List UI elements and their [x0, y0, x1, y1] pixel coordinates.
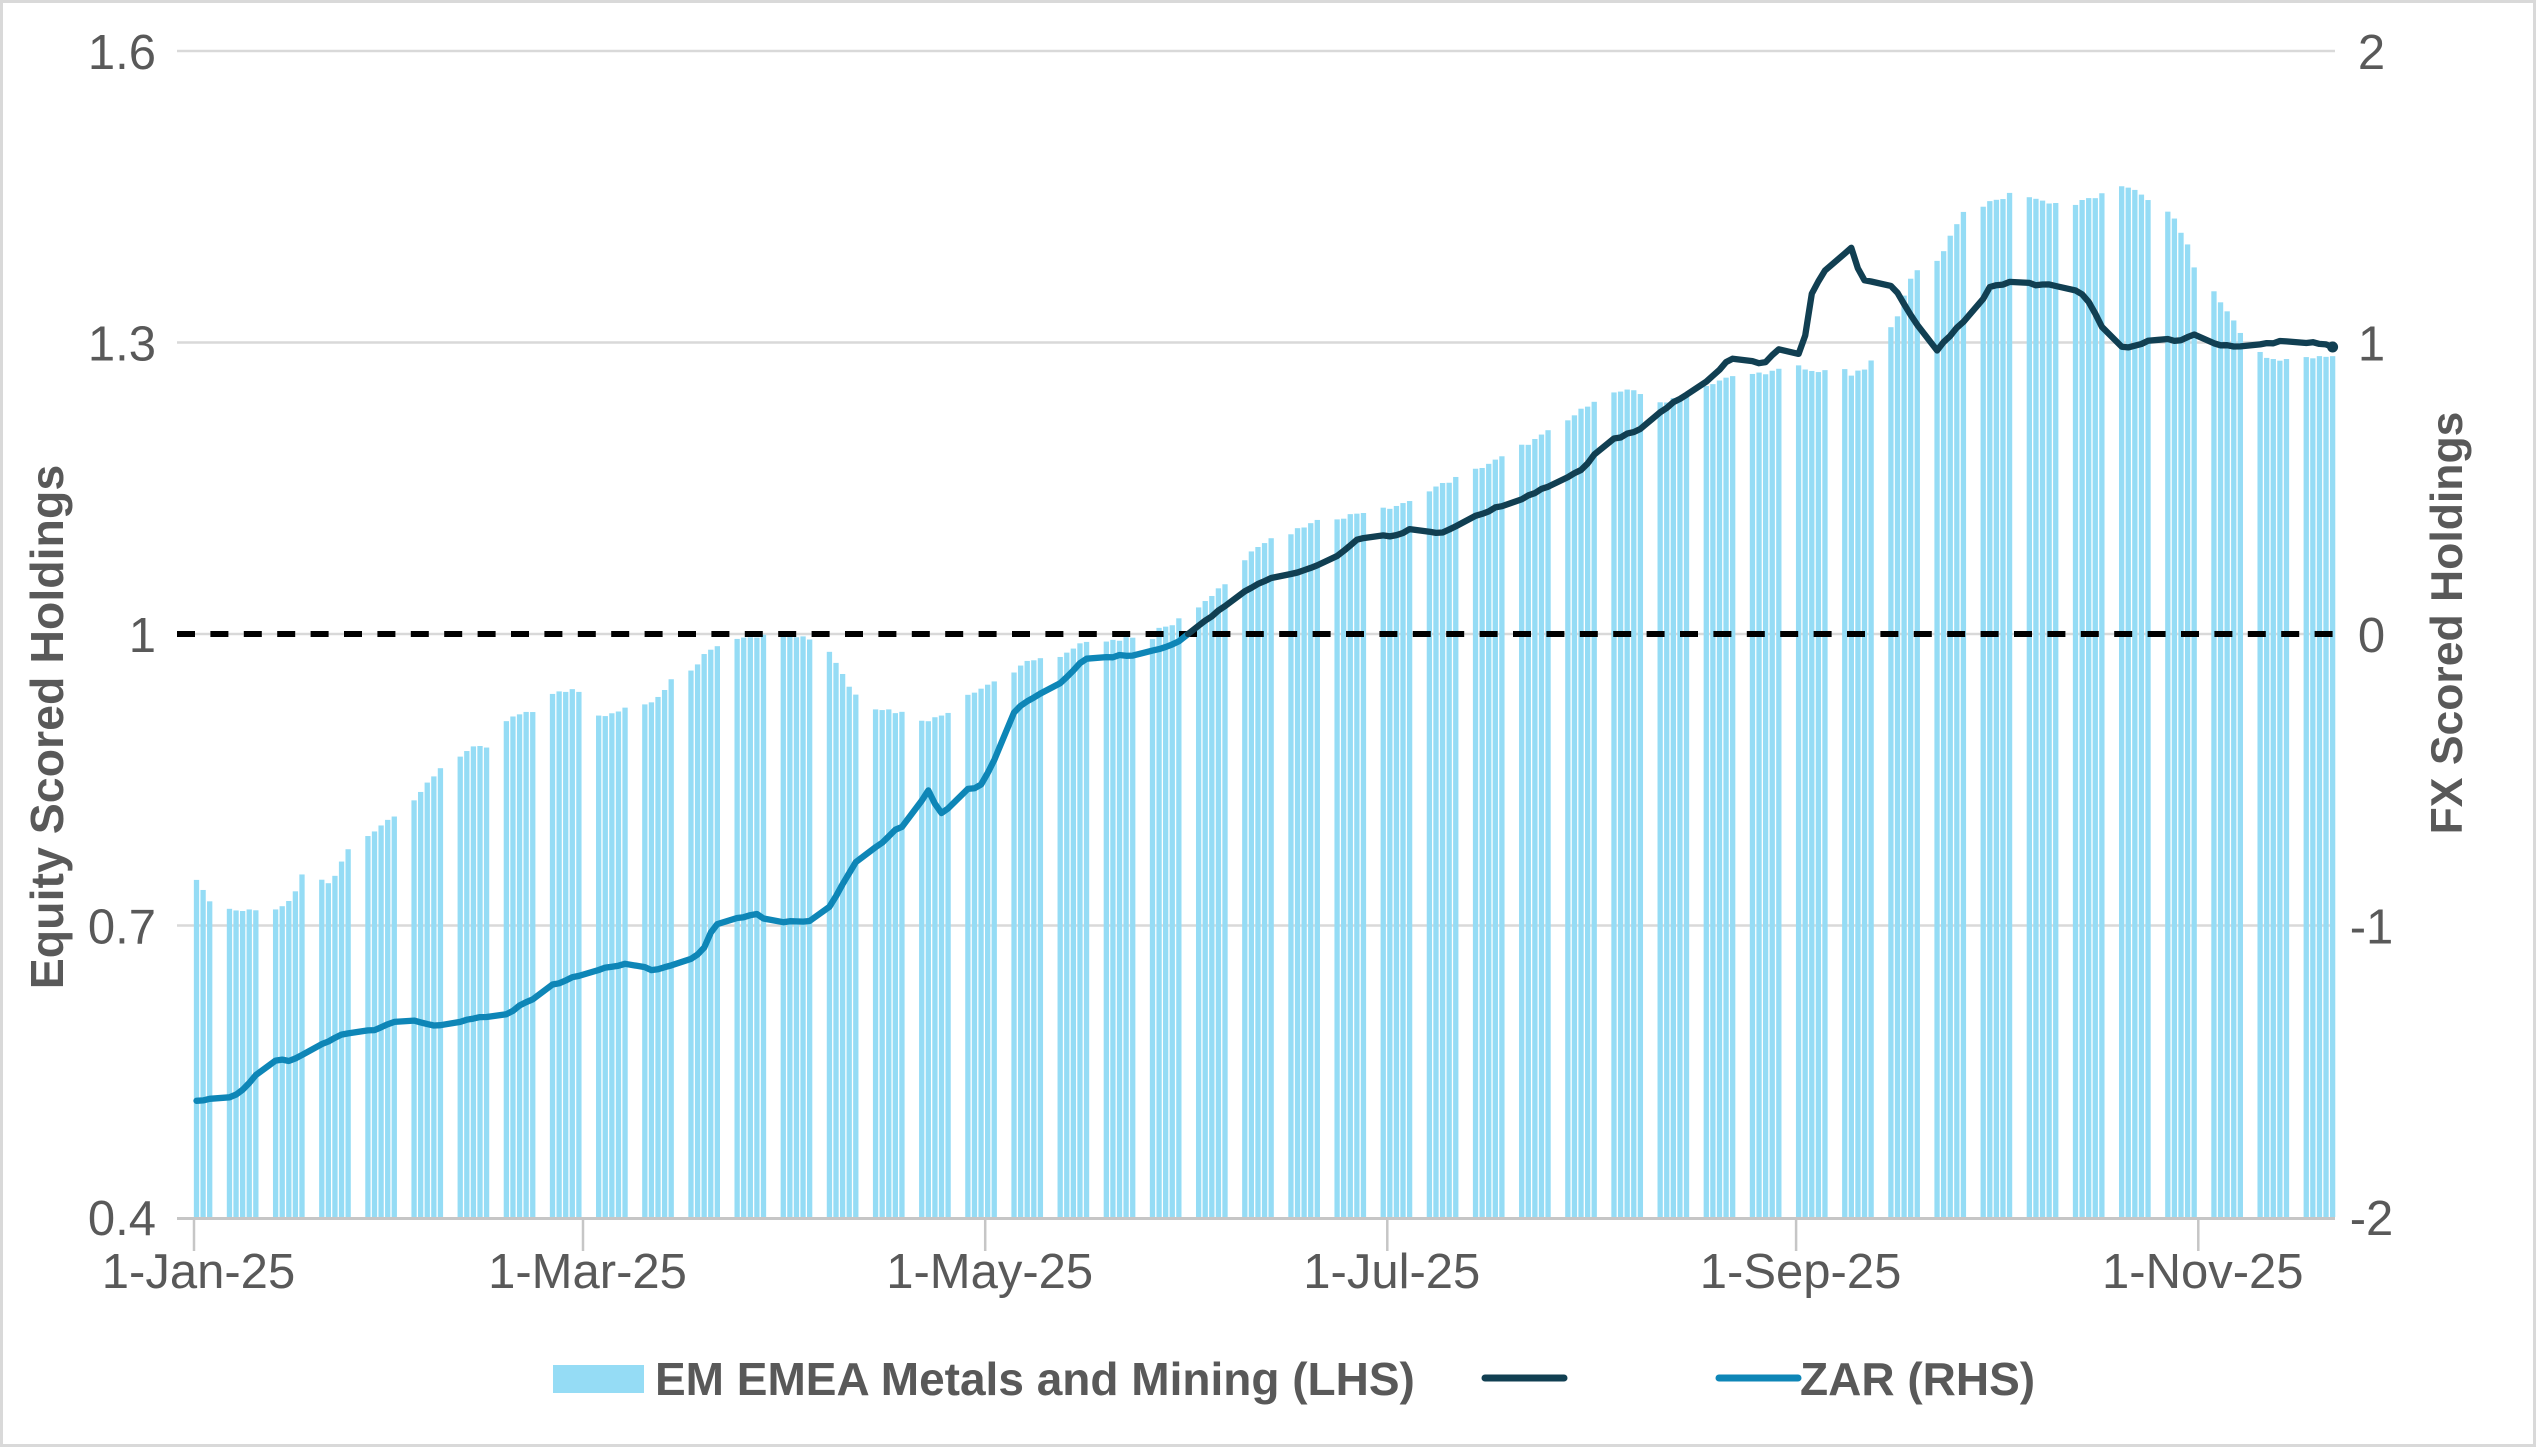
svg-text:0: 0	[2358, 609, 2385, 663]
svg-text:-1: -1	[2350, 900, 2394, 954]
svg-text:EM EMEA Metals and Mining (LHS: EM EMEA Metals and Mining (LHS)	[655, 1353, 1415, 1405]
svg-text:1: 1	[129, 609, 156, 663]
svg-text:Equity Scored Holdings: Equity Scored Holdings	[21, 465, 73, 989]
svg-text:FX Scored Holdings: FX Scored Holdings	[2423, 412, 2472, 835]
svg-text:1-Jul-25: 1-Jul-25	[1303, 1245, 1480, 1299]
svg-text:2: 2	[2358, 26, 2385, 80]
svg-text:1-Mar-25: 1-Mar-25	[488, 1245, 687, 1299]
svg-text:0.4: 0.4	[88, 1192, 156, 1246]
svg-text:-2: -2	[2350, 1192, 2394, 1246]
svg-text:1.3: 1.3	[88, 317, 156, 371]
svg-text:1-May-25: 1-May-25	[886, 1245, 1093, 1299]
svg-text:1: 1	[2358, 317, 2385, 371]
svg-text:1.6: 1.6	[88, 26, 156, 80]
svg-text:ZAR (RHS): ZAR (RHS)	[1800, 1353, 2035, 1405]
svg-text:1-Nov-25: 1-Nov-25	[2102, 1245, 2304, 1299]
svg-text:1-Sep-25: 1-Sep-25	[1700, 1245, 1902, 1299]
svg-text:0.7: 0.7	[88, 900, 156, 954]
svg-text:1-Jan-25: 1-Jan-25	[102, 1245, 295, 1299]
